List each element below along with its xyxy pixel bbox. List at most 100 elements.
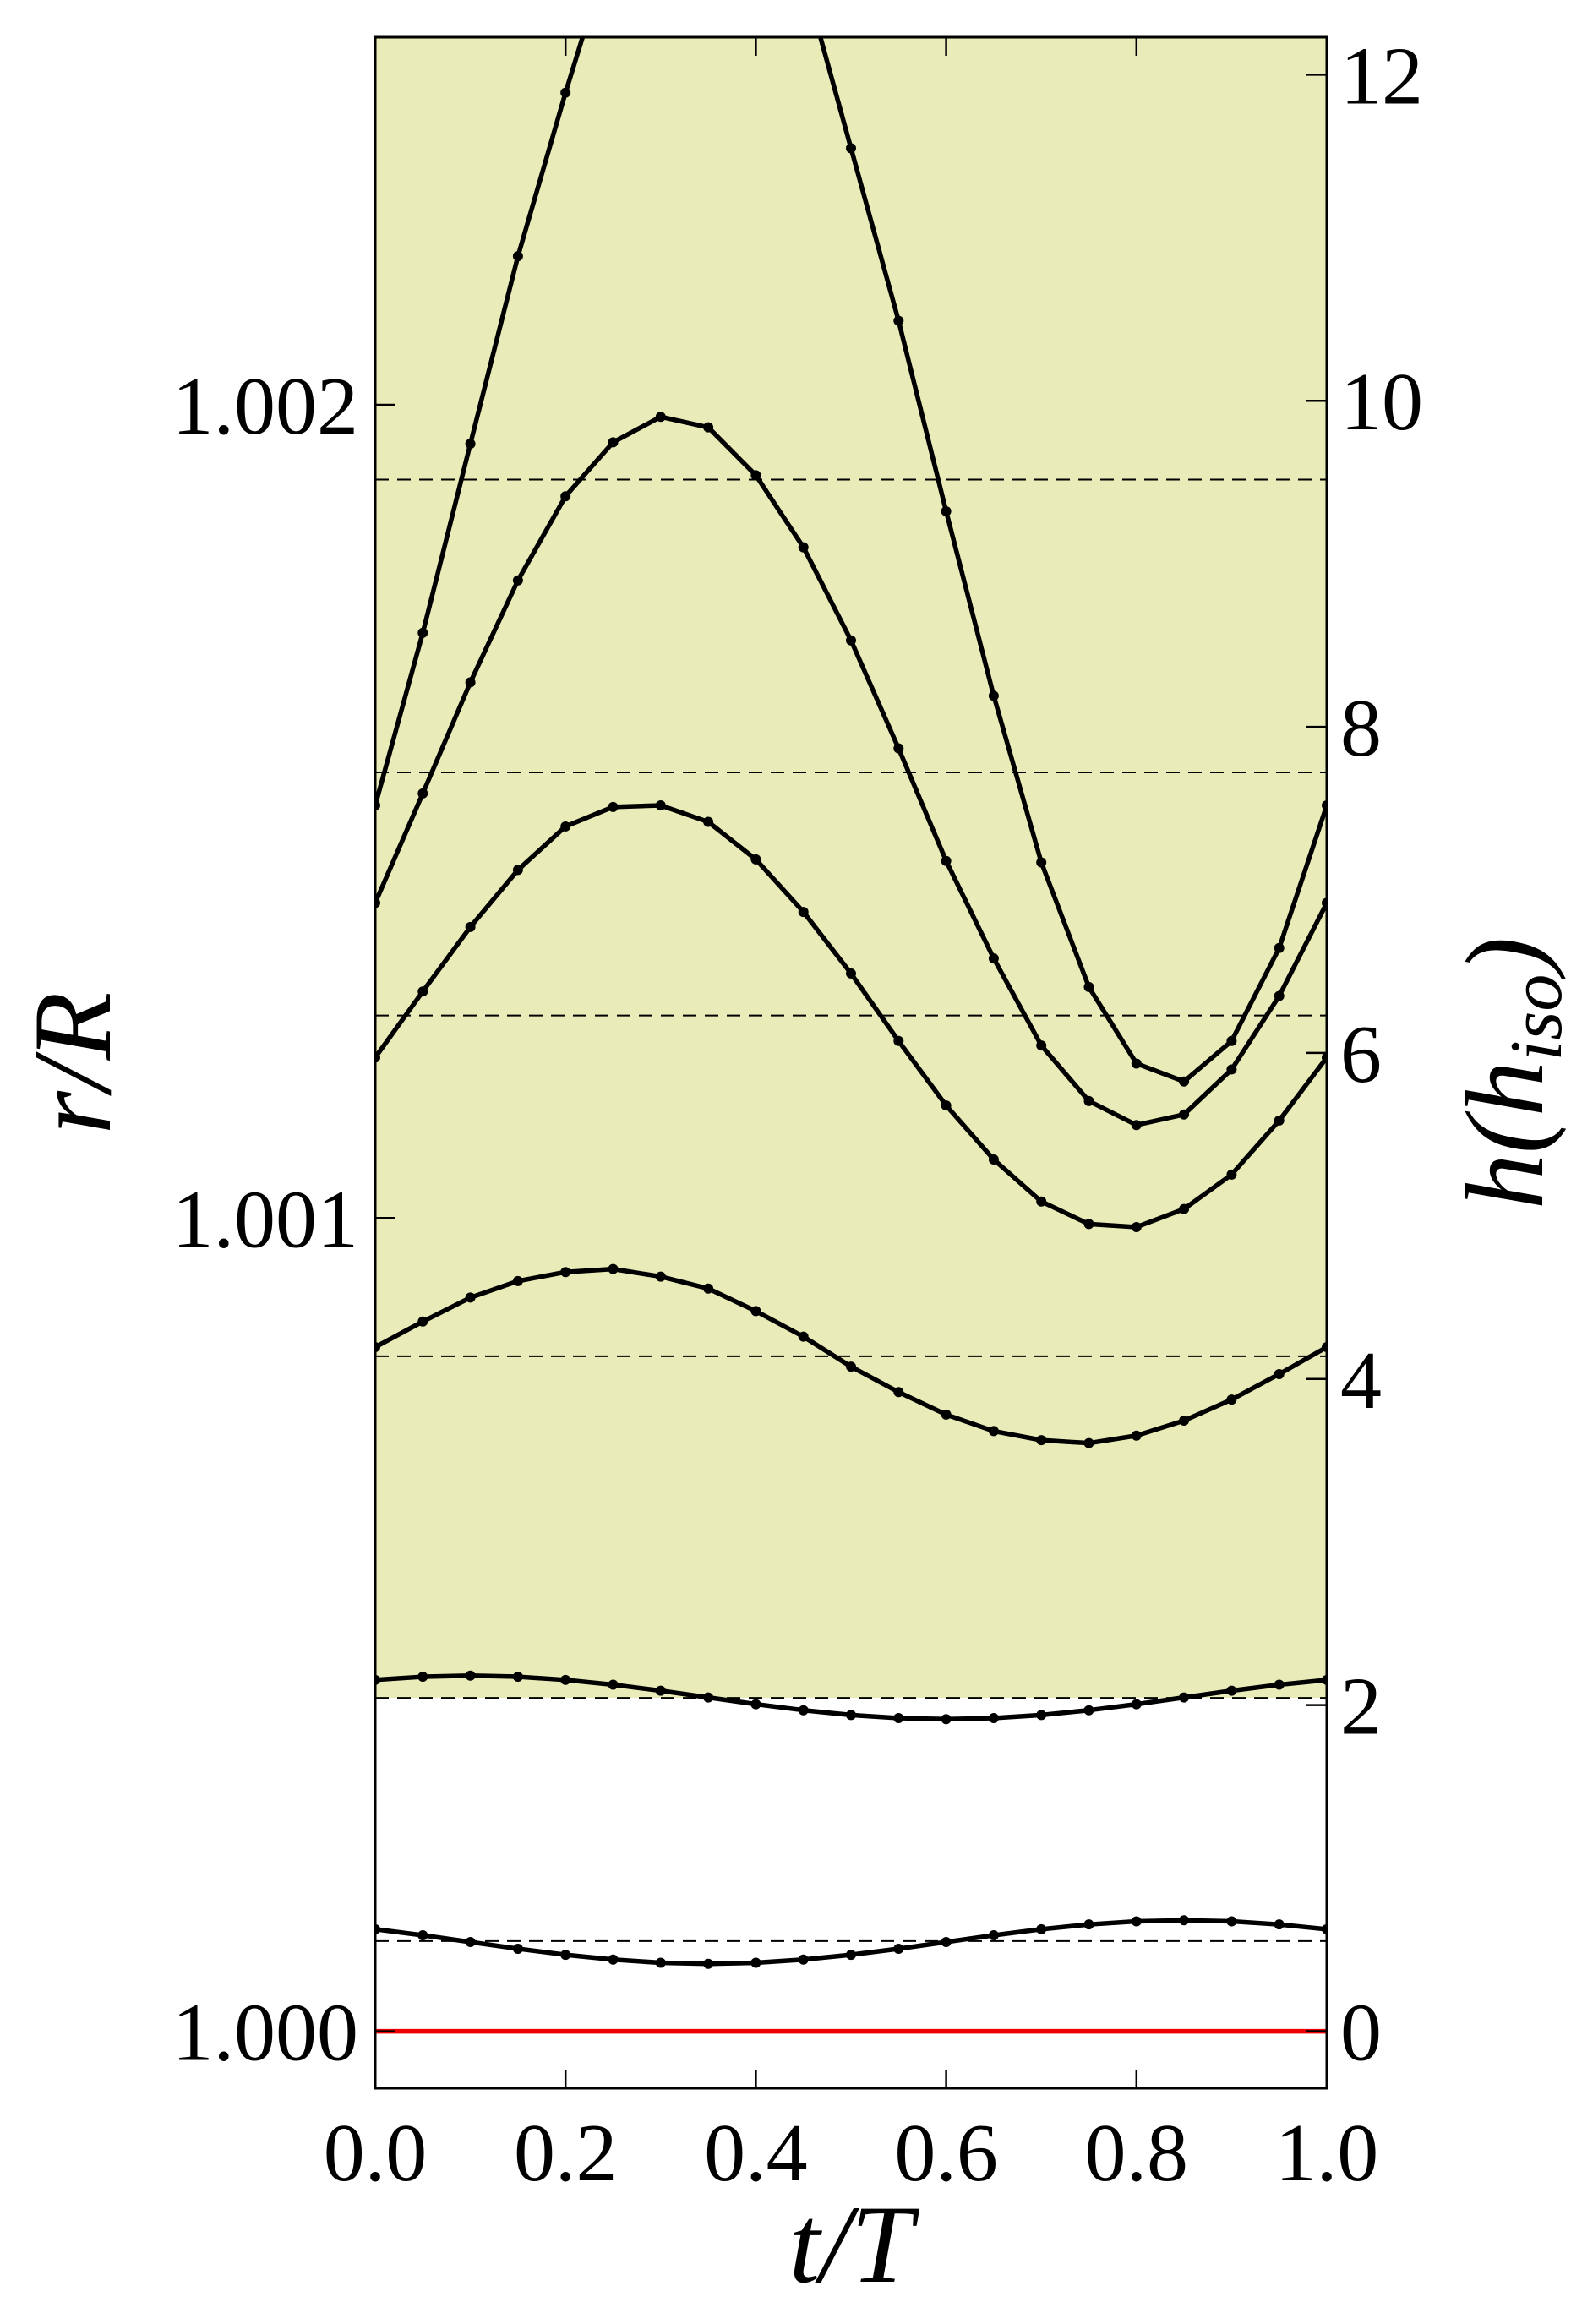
shaded-region xyxy=(375,37,1327,1699)
series-marker xyxy=(893,1713,904,1724)
series-marker xyxy=(1226,1916,1237,1927)
series-marker xyxy=(750,1306,761,1317)
series-marker xyxy=(1274,1115,1285,1126)
series-marker xyxy=(1274,1919,1285,1930)
series-marker xyxy=(750,470,761,481)
series-marker xyxy=(1226,1685,1237,1696)
series-marker xyxy=(417,1929,428,1940)
series-marker xyxy=(465,1936,476,1947)
series-marker xyxy=(798,542,809,553)
series-marker xyxy=(703,816,714,827)
series-marker xyxy=(655,800,666,811)
series-marker xyxy=(1274,990,1285,1001)
series-marker xyxy=(988,1929,999,1940)
plot-area xyxy=(375,37,1327,2034)
series-marker xyxy=(1036,1435,1047,1446)
series-marker xyxy=(941,506,952,517)
series-marker xyxy=(798,907,809,918)
y2-tick-label: 4 xyxy=(1340,1335,1382,1427)
series-marker xyxy=(1083,981,1094,992)
series-marker xyxy=(846,1950,856,1961)
series-marker xyxy=(465,439,476,450)
y2-tick-label: 0 xyxy=(1340,1987,1382,2078)
series-marker xyxy=(703,1958,714,1969)
x-tick-label: 0.6 xyxy=(894,2108,998,2199)
series-marker xyxy=(1274,1368,1285,1379)
series-marker xyxy=(1131,1699,1142,1710)
series-marker xyxy=(512,1672,523,1683)
series-marker xyxy=(941,1936,952,1947)
series-marker xyxy=(1131,1430,1142,1441)
x-tick-label: 0.8 xyxy=(1085,2108,1189,2199)
series-marker xyxy=(988,1426,999,1437)
x-tick-label: 0.0 xyxy=(324,2108,428,2199)
series-marker xyxy=(1083,1437,1094,1448)
x-tick-label: 0.2 xyxy=(514,2108,618,2199)
series-marker xyxy=(560,821,571,832)
series-marker xyxy=(846,143,856,154)
series-marker xyxy=(893,743,904,754)
series-marker xyxy=(1083,1919,1094,1930)
series-marker xyxy=(560,491,571,502)
x-tick-label: 1.0 xyxy=(1275,2108,1379,2199)
series-marker xyxy=(750,1957,761,1968)
series-marker xyxy=(1083,1095,1094,1106)
series-marker xyxy=(1131,1221,1142,1232)
series-marker xyxy=(750,1699,761,1710)
series-marker xyxy=(465,921,476,932)
y2-label-part: h(h xyxy=(1443,1061,1567,1209)
series-marker xyxy=(1274,1679,1285,1690)
series-marker xyxy=(941,1409,952,1420)
series-marker xyxy=(1179,1915,1190,1926)
series-marker xyxy=(1179,1203,1190,1214)
series-marker xyxy=(417,1672,428,1683)
series-marker xyxy=(750,854,761,865)
series-marker xyxy=(1179,1692,1190,1703)
plot-frame xyxy=(374,35,1328,2090)
series-marker xyxy=(846,635,856,646)
series-marker xyxy=(846,1710,856,1721)
y2-tick-label: 6 xyxy=(1340,1009,1382,1100)
series-marker xyxy=(1226,1394,1237,1405)
series-marker xyxy=(988,953,999,964)
series-marker xyxy=(1179,1416,1190,1427)
y2-label-sub: iso xyxy=(1496,974,1571,1061)
series-marker xyxy=(941,1100,952,1111)
y2-label-part: ) xyxy=(1443,937,1567,980)
series-marker xyxy=(655,412,666,423)
series-marker xyxy=(988,1713,999,1724)
y-axis-label: r/R xyxy=(10,992,134,1135)
series-marker xyxy=(1274,942,1285,953)
series-marker xyxy=(941,855,952,866)
series-marker xyxy=(988,690,999,701)
x-tick-label: 0.4 xyxy=(704,2108,808,2199)
series-marker xyxy=(608,1954,619,1965)
series-marker xyxy=(1036,1710,1047,1721)
series-marker xyxy=(512,1943,523,1954)
series-marker xyxy=(1131,1916,1142,1927)
series-marker xyxy=(655,1271,666,1282)
series-marker xyxy=(798,1331,809,1342)
series-marker xyxy=(512,575,523,586)
y2-axis-label: h(hiso) xyxy=(1443,937,1571,1210)
series-marker xyxy=(1036,1923,1047,1934)
series-marker xyxy=(655,1685,666,1696)
series-marker xyxy=(798,1705,809,1716)
y2-tick-label: 10 xyxy=(1340,357,1423,448)
series-marker xyxy=(560,1267,571,1278)
series-marker xyxy=(560,1950,571,1961)
series-marker xyxy=(1131,1058,1142,1069)
series-marker xyxy=(417,986,428,997)
series-marker xyxy=(655,1957,666,1968)
series-marker xyxy=(608,801,619,812)
series-marker xyxy=(1036,1196,1047,1207)
series-marker xyxy=(465,1670,476,1681)
series-marker xyxy=(1036,1040,1047,1051)
series-marker xyxy=(512,251,523,262)
series-marker xyxy=(417,788,428,799)
series-marker xyxy=(1179,1109,1190,1120)
series-marker xyxy=(560,87,571,98)
series-marker xyxy=(1083,1219,1094,1230)
